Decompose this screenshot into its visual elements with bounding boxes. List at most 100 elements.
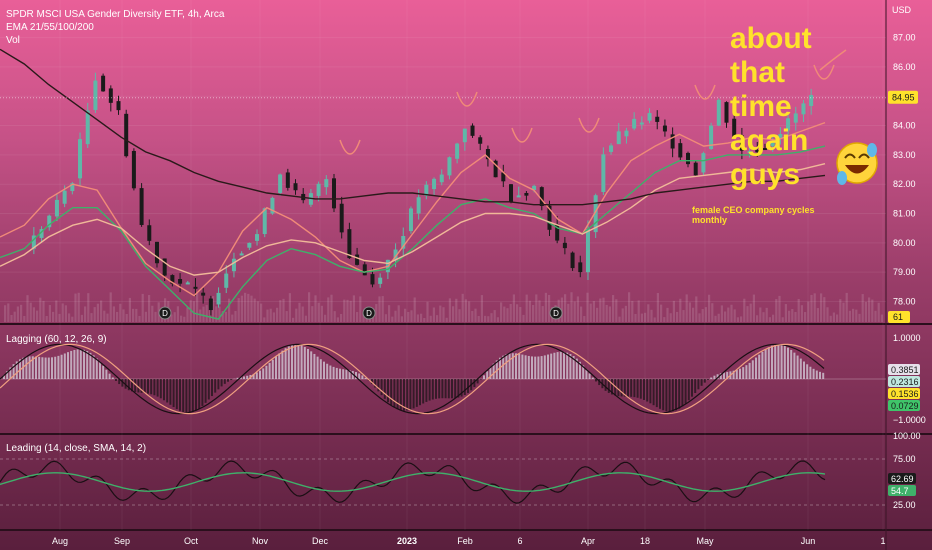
candle-body[interactable]	[809, 95, 814, 107]
candle-body[interactable]	[39, 229, 44, 238]
candle-body[interactable]	[670, 134, 675, 149]
candle-body[interactable]	[170, 275, 175, 284]
candle-body[interactable]	[201, 292, 206, 296]
candle-body[interactable]	[208, 298, 213, 311]
candle-body[interactable]	[570, 252, 575, 269]
candle-body[interactable]	[355, 254, 360, 265]
candle-body[interactable]	[762, 148, 767, 151]
candle-body[interactable]	[578, 262, 583, 273]
candle-body[interactable]	[470, 125, 475, 136]
candle-body[interactable]	[185, 282, 190, 285]
candle-body[interactable]	[78, 139, 83, 179]
candle-body[interactable]	[401, 235, 406, 249]
candle-body[interactable]	[255, 234, 260, 241]
candle-body[interactable]	[732, 118, 737, 138]
candle-body[interactable]	[108, 88, 113, 103]
candle-body[interactable]	[239, 253, 244, 256]
candle-body[interactable]	[678, 143, 683, 158]
candle-body[interactable]	[347, 229, 352, 259]
macd-legend[interactable]: Lagging (60, 12, 26, 9)	[6, 334, 107, 345]
dividend-icon[interactable]	[362, 306, 376, 320]
candle-body[interactable]	[562, 242, 567, 249]
candle-body[interactable]	[609, 145, 614, 152]
candle-body[interactable]	[278, 174, 283, 193]
candle-body[interactable]	[739, 135, 744, 151]
candle-body[interactable]	[632, 118, 637, 129]
ema-legend[interactable]: EMA 21/55/100/200	[6, 22, 94, 33]
candle-body[interactable]	[547, 205, 552, 230]
candle-body[interactable]	[693, 162, 698, 176]
candle-body[interactable]	[555, 224, 560, 241]
candle-body[interactable]	[585, 228, 590, 273]
candle-body[interactable]	[747, 151, 752, 154]
candle-body[interactable]	[447, 157, 452, 176]
candle-body[interactable]	[154, 241, 159, 264]
candle-body[interactable]	[455, 143, 460, 159]
candle-body[interactable]	[316, 183, 321, 196]
candle-body[interactable]	[755, 149, 760, 153]
candle-body[interactable]	[85, 110, 90, 145]
candle-body[interactable]	[247, 242, 252, 248]
dividend-icon[interactable]	[158, 306, 172, 320]
candle-body[interactable]	[139, 188, 144, 225]
candle-body[interactable]	[370, 274, 375, 285]
candle-body[interactable]	[501, 172, 506, 182]
candle-body[interactable]	[293, 183, 298, 191]
candle-body[interactable]	[147, 225, 152, 241]
candle-body[interactable]	[686, 152, 691, 165]
candle-body[interactable]	[231, 258, 236, 272]
candle-body[interactable]	[362, 264, 367, 276]
leading-legend[interactable]: Leading (14, close, SMA, 14, 2)	[6, 443, 147, 454]
candle-body[interactable]	[47, 215, 52, 228]
candle-body[interactable]	[339, 203, 344, 233]
candle-body[interactable]	[285, 172, 290, 188]
candle-body[interactable]	[432, 178, 437, 190]
symbol-title[interactable]: SPDR MSCI USA Gender Diversity ETF, 4h, …	[6, 9, 225, 20]
candle-body[interactable]	[70, 183, 75, 192]
candle-body[interactable]	[416, 197, 421, 214]
candle-body[interactable]	[124, 113, 129, 157]
candle-body[interactable]	[393, 249, 398, 261]
candle-body[interactable]	[216, 292, 221, 305]
candle-body[interactable]	[716, 99, 721, 126]
candle-body[interactable]	[439, 174, 444, 183]
dividend-icon[interactable]	[549, 306, 563, 320]
candle-body[interactable]	[485, 149, 490, 160]
candle-body[interactable]	[101, 75, 106, 92]
candle-body[interactable]	[509, 184, 514, 202]
candle-body[interactable]	[331, 178, 336, 209]
candle-body[interactable]	[593, 195, 598, 233]
candle-body[interactable]	[162, 258, 167, 276]
candle-body[interactable]	[709, 125, 714, 150]
candle-body[interactable]	[193, 286, 198, 289]
candle-body[interactable]	[324, 179, 329, 188]
candle-body[interactable]	[116, 101, 121, 111]
candle-body[interactable]	[516, 195, 521, 198]
candle-body[interactable]	[408, 208, 413, 232]
candle-body[interactable]	[532, 185, 537, 191]
candle-body[interactable]	[786, 118, 791, 131]
candle-body[interactable]	[601, 154, 606, 193]
candle-body[interactable]	[778, 134, 783, 139]
candle-body[interactable]	[270, 197, 275, 214]
candle-body[interactable]	[770, 142, 775, 147]
candle-body[interactable]	[178, 278, 183, 284]
candle-body[interactable]	[478, 137, 483, 144]
candle-body[interactable]	[262, 208, 267, 235]
candle-body[interactable]	[655, 116, 660, 122]
candle-body[interactable]	[131, 150, 136, 189]
candle-body[interactable]	[524, 192, 529, 196]
candle-body[interactable]	[801, 103, 806, 115]
vol-legend[interactable]: Vol	[6, 35, 20, 46]
candle-body[interactable]	[493, 160, 498, 178]
candle-body[interactable]	[616, 131, 621, 145]
candle-body[interactable]	[462, 128, 467, 143]
candle-body[interactable]	[724, 102, 729, 123]
candle-body[interactable]	[62, 190, 67, 204]
candle-body[interactable]	[224, 273, 229, 288]
candle-body[interactable]	[378, 277, 383, 284]
candle-body[interactable]	[662, 125, 667, 132]
candle-body[interactable]	[31, 235, 36, 249]
candle-body[interactable]	[647, 113, 652, 121]
candle-body[interactable]	[54, 199, 59, 217]
